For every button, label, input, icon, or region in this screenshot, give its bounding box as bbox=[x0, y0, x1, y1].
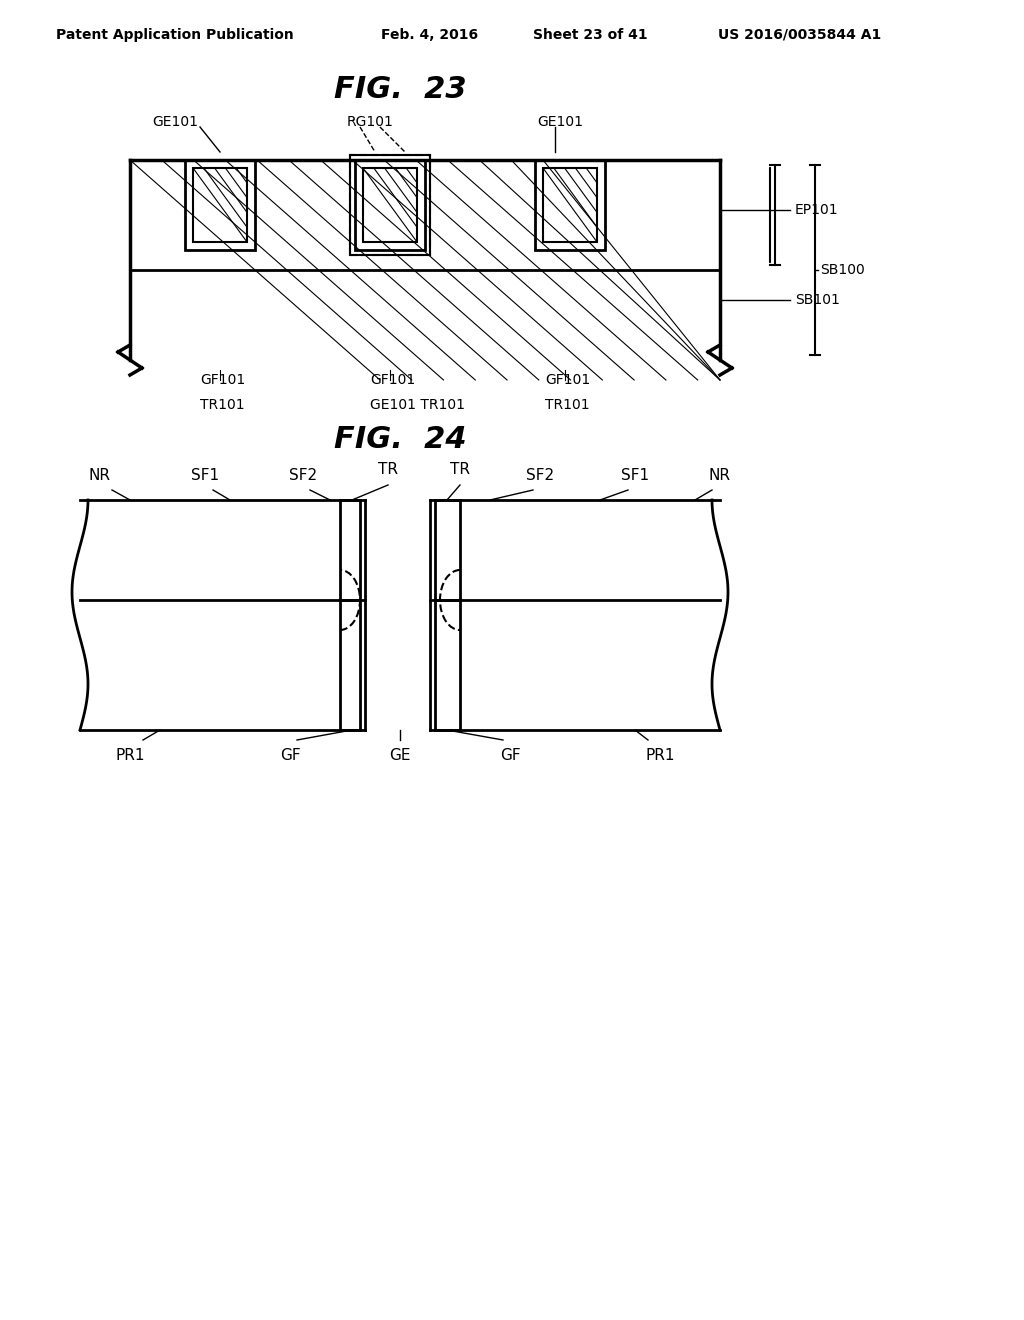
Text: SF1: SF1 bbox=[621, 467, 649, 483]
Text: GE101: GE101 bbox=[152, 115, 198, 129]
Text: TR101: TR101 bbox=[200, 399, 245, 412]
Bar bbox=[535, 160, 605, 249]
Text: GF: GF bbox=[280, 747, 300, 763]
Text: EP101: EP101 bbox=[795, 203, 839, 216]
Text: US 2016/0035844 A1: US 2016/0035844 A1 bbox=[719, 28, 882, 42]
Text: RG101: RG101 bbox=[346, 115, 393, 129]
Bar bbox=[350, 154, 430, 255]
Text: GF101: GF101 bbox=[200, 374, 246, 387]
Text: Feb. 4, 2016: Feb. 4, 2016 bbox=[381, 28, 478, 42]
Text: NR: NR bbox=[709, 467, 731, 483]
Text: SF1: SF1 bbox=[190, 467, 219, 483]
Text: TR101: TR101 bbox=[545, 399, 590, 412]
Bar bbox=[350, 154, 430, 255]
Text: GE: GE bbox=[389, 747, 411, 763]
Text: Sheet 23 of 41: Sheet 23 of 41 bbox=[532, 28, 647, 42]
Bar bbox=[355, 160, 425, 249]
Text: GE101: GE101 bbox=[537, 115, 583, 129]
Bar bbox=[185, 160, 255, 249]
Text: Patent Application Publication: Patent Application Publication bbox=[56, 28, 294, 42]
Bar bbox=[193, 168, 247, 242]
Bar bbox=[543, 168, 597, 242]
Text: TR: TR bbox=[450, 462, 470, 478]
Text: PR1: PR1 bbox=[645, 747, 675, 763]
Text: GF101: GF101 bbox=[545, 374, 590, 387]
Text: NR: NR bbox=[89, 467, 111, 483]
Text: GE101 TR101: GE101 TR101 bbox=[370, 399, 465, 412]
Text: SF2: SF2 bbox=[526, 467, 554, 483]
Text: FIG.  24: FIG. 24 bbox=[334, 425, 466, 454]
Text: SB100: SB100 bbox=[820, 263, 864, 277]
Text: SB101: SB101 bbox=[795, 293, 840, 308]
Text: TR: TR bbox=[378, 462, 398, 478]
Text: PR1: PR1 bbox=[116, 747, 144, 763]
Bar bbox=[362, 168, 417, 242]
Text: GF: GF bbox=[500, 747, 520, 763]
Text: SF2: SF2 bbox=[289, 467, 317, 483]
Text: GF101: GF101 bbox=[370, 374, 416, 387]
Text: FIG.  23: FIG. 23 bbox=[334, 75, 466, 104]
